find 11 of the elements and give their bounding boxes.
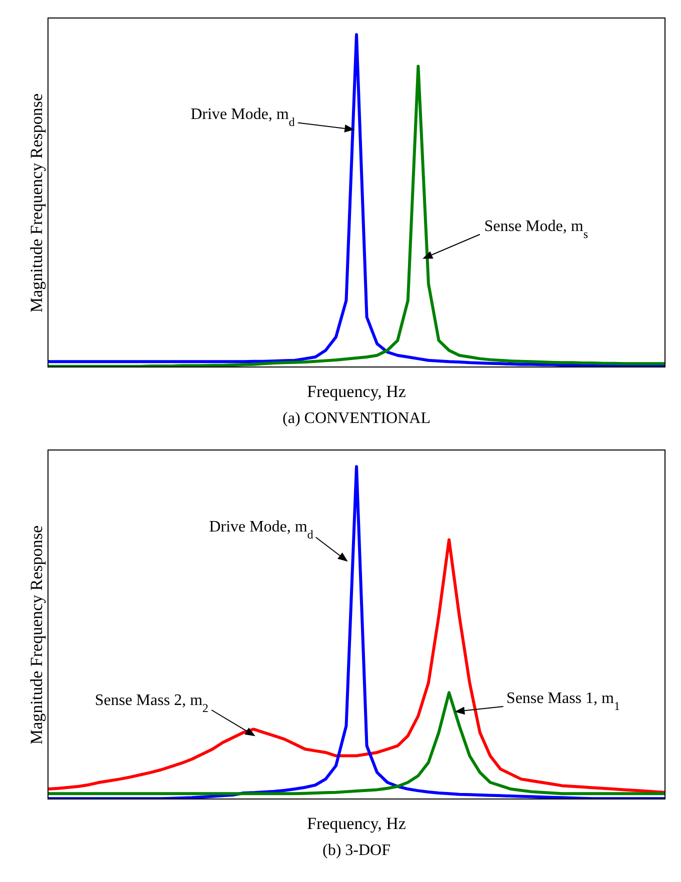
annotation: Drive Mode, m$_{d}$: [209, 518, 314, 542]
annotation: Sense Mass 1, m$_{1}$: [506, 690, 620, 714]
annotation: Drive Mode, m$_{d}$: [190, 106, 295, 130]
x-axis-title: Frequency, Hz: [307, 814, 406, 833]
text: (a) CONVENTIONAL: [282, 410, 432, 428]
y-axis-title: Magnitude Frequency Response: [27, 93, 46, 312]
y-axis-title: Magnitude Frequency Response: [27, 525, 46, 744]
annotation: Sense Mode, m$_{s}$: [484, 218, 588, 241]
text: (b) 3-DOF: [322, 842, 392, 860]
annotation: Sense Mass 2, m$_{2}$: [94, 692, 208, 715]
x-axis-title: Frequency, Hz: [307, 382, 406, 401]
